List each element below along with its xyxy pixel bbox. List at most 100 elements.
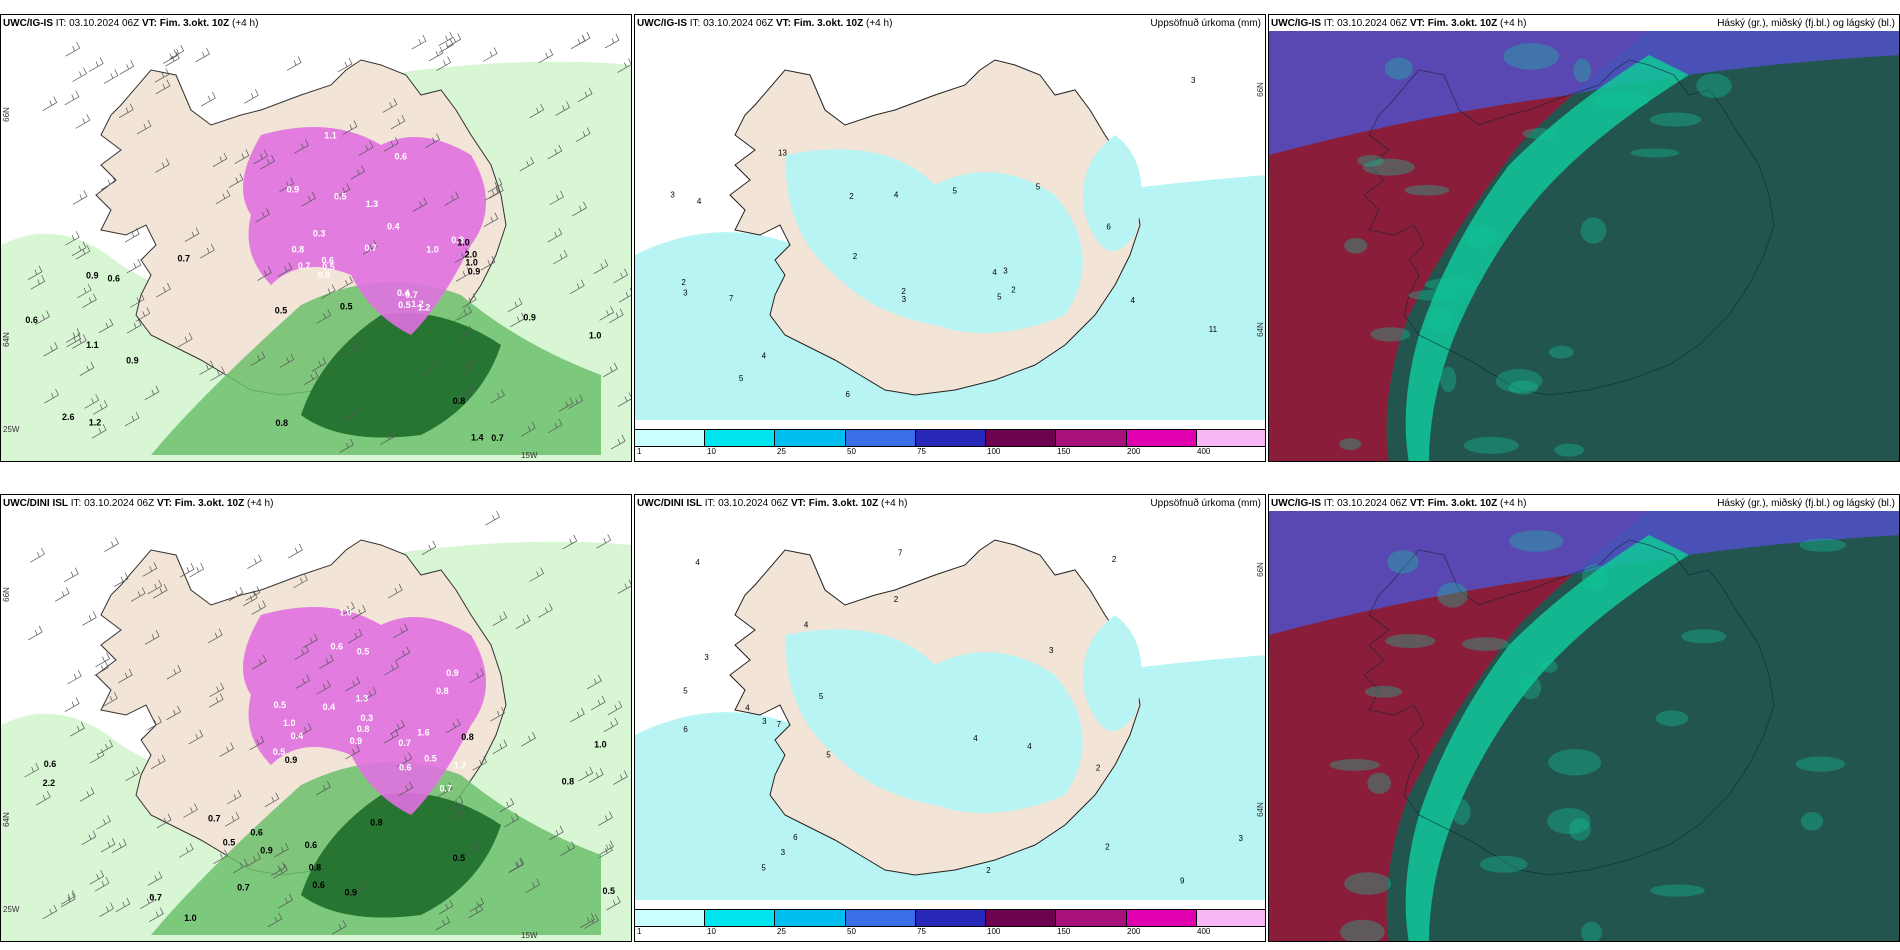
precip-value: 2 <box>681 278 686 287</box>
rain-value: 0.6 <box>108 274 121 284</box>
wind-barb <box>342 120 358 135</box>
wind-barb <box>179 563 195 578</box>
wind-barb <box>570 707 585 723</box>
rain-value: 2.6 <box>62 412 75 422</box>
legend-label: 150 <box>1057 927 1071 936</box>
wind-barb <box>119 60 135 75</box>
model-name: UWC/IG-IS <box>1271 18 1321 29</box>
wind-barb <box>350 165 365 180</box>
wind-barb <box>93 400 108 415</box>
precip-value: 4 <box>745 704 750 713</box>
wind-barb <box>397 752 413 767</box>
wind-barb <box>249 735 265 750</box>
cloud-patch <box>1367 772 1391 794</box>
cloud-patch <box>1344 237 1368 254</box>
map-panel-3: UWC/IG-IS IT: 03.10.2024 06Z VT: Fim. 3.… <box>1268 14 1900 462</box>
panel-title: UWC/IG-IS IT: 03.10.2024 06Z VT: Fim. 3.… <box>637 18 892 29</box>
wind-barb <box>112 838 127 854</box>
wind-barb <box>390 719 405 735</box>
wind-barb <box>421 540 437 556</box>
precip-value: 5 <box>739 374 744 383</box>
field-title: Háský (gr.), miðský (fj.bl.) og lágský (… <box>1717 498 1895 509</box>
wind-barb <box>390 114 406 130</box>
legend-label: 75 <box>917 447 926 456</box>
wind-barb <box>606 896 621 911</box>
wind-barb <box>464 841 480 857</box>
map-canvas <box>1269 511 1899 941</box>
cloud-patch <box>1569 818 1591 841</box>
wind-barb <box>150 754 166 770</box>
legend-label: 200 <box>1127 447 1141 456</box>
wind-barb <box>98 318 114 334</box>
legend-swatch <box>986 430 1057 446</box>
rain-value: 0.5 <box>275 306 288 316</box>
legend-swatch <box>915 430 987 446</box>
cloud-patch <box>1465 225 1497 249</box>
wind-barb <box>155 79 171 95</box>
snow-value: 1.0 <box>426 245 439 255</box>
wind-barb <box>294 645 310 660</box>
wind-barb <box>36 790 51 806</box>
iceland-outline <box>1363 539 1775 876</box>
wind-barb <box>345 676 361 692</box>
wind-barb <box>320 284 336 299</box>
wind-barb <box>155 158 170 173</box>
legend-swatch <box>986 910 1057 926</box>
snow-value: 0.5 <box>398 300 411 310</box>
rain-value: 1.4 <box>471 433 484 443</box>
precip-value: 13 <box>778 149 787 158</box>
model-name: UWC/DINI ISL <box>3 498 68 509</box>
wind-barb <box>210 366 225 381</box>
wind-barb <box>395 646 411 661</box>
wind-barb <box>428 46 444 62</box>
snow-value: 0.4 <box>323 702 336 712</box>
legend-swatch <box>1126 910 1197 926</box>
wind-barb <box>103 69 119 84</box>
wind-barb <box>521 731 536 747</box>
it-label: IT: <box>70 498 82 509</box>
wind-barb <box>147 579 163 595</box>
precip-value: 5 <box>826 750 831 759</box>
precip-value: 3 <box>902 295 907 304</box>
wind-barb <box>338 276 353 291</box>
precip-value: 5 <box>683 686 688 695</box>
vt-time: Fim. 3.okt. 10Z <box>1427 498 1498 509</box>
precip-value: 2 <box>853 252 858 261</box>
wind-barb <box>126 318 142 334</box>
wind-barb <box>100 837 116 853</box>
legend-label: 75 <box>917 927 926 936</box>
wind-barb <box>607 700 623 716</box>
wind-barb <box>548 825 564 841</box>
vt-time: Fim. 3.okt. 10Z <box>808 498 879 509</box>
precip-value: 2 <box>894 595 899 604</box>
precip-value: 3 <box>762 717 767 726</box>
wind-barb <box>251 655 267 670</box>
model-name: UWC/IG-IS <box>3 18 53 29</box>
wind-barb <box>490 389 505 404</box>
rain-value: 0.8 <box>309 863 322 873</box>
rain-value: 0.9 <box>344 888 357 898</box>
rain-value: 0.9 <box>260 845 273 855</box>
rain-value: 0.6 <box>250 827 263 837</box>
precip-value: 6 <box>683 725 688 734</box>
wind-barb <box>67 669 82 685</box>
wind-barb <box>166 705 181 721</box>
wind-barb <box>270 861 286 876</box>
wind-barb <box>509 857 525 873</box>
wind-barb <box>575 127 591 142</box>
precip-value: 3 <box>704 653 709 662</box>
wind-barb <box>604 33 620 49</box>
wind-barb <box>44 388 59 404</box>
wind-barb <box>340 601 355 617</box>
wind-barb <box>469 668 485 684</box>
wind-barb <box>76 283 92 299</box>
wind-barb <box>461 293 477 308</box>
wind-barb <box>169 44 185 60</box>
rain-value: 0.6 <box>312 880 325 890</box>
wind-barb <box>382 98 398 113</box>
legend-label: 10 <box>707 927 716 936</box>
wind-barb <box>617 392 631 407</box>
wind-barb <box>212 152 228 168</box>
snow-value: 0.6 <box>321 255 334 265</box>
wind-barb <box>79 361 95 376</box>
